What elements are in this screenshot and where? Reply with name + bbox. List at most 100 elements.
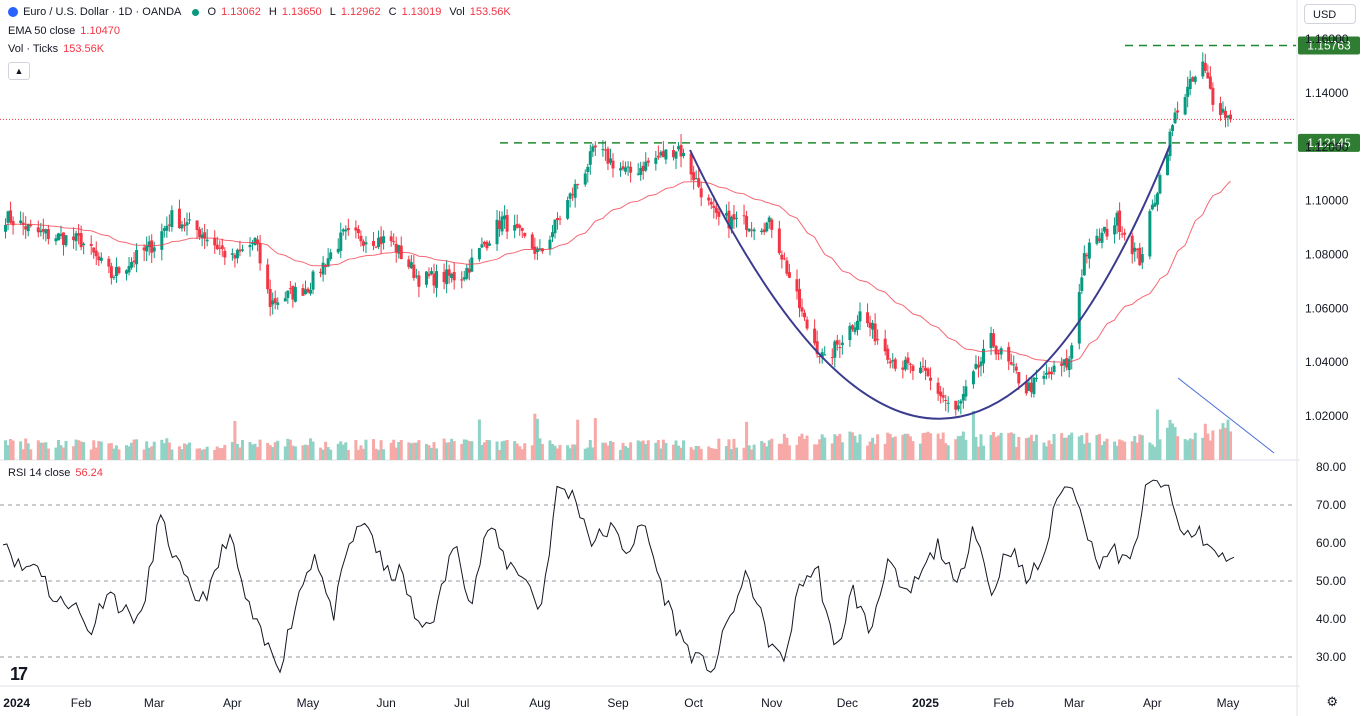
- candle-body: [271, 300, 275, 305]
- volume-bar: [624, 446, 628, 460]
- volume-bar: [868, 441, 872, 460]
- volume-bar: [906, 433, 910, 460]
- volume-bar: [795, 444, 799, 460]
- settings-gear-icon[interactable]: ⚙: [1326, 694, 1338, 709]
- candle-body: [72, 236, 76, 241]
- candle-body: [982, 348, 986, 364]
- candle-body: [336, 248, 340, 253]
- volume-bar: [1191, 439, 1195, 460]
- candle-body: [447, 269, 451, 276]
- chevron-up-icon: ▲: [14, 66, 24, 76]
- volume-bar: [54, 447, 58, 460]
- candle-body: [341, 229, 345, 232]
- volume-bar: [394, 447, 398, 460]
- rsi-legend[interactable]: RSI 14 close 56.24: [8, 464, 108, 482]
- candle-body: [1183, 97, 1187, 115]
- volume-bar: [500, 441, 504, 460]
- symbol-title[interactable]: Euro / U.S. Dollar · 1D · OANDA: [23, 6, 182, 18]
- candle-body: [1007, 346, 1011, 362]
- volume-bar: [956, 436, 960, 460]
- candle-body: [359, 235, 363, 242]
- time-axis[interactable]: 2024 Feb Mar Apr May Jun Jul Aug Sep Oct Nov Dec 202…: [3, 696, 1239, 710]
- candle-body: [974, 363, 978, 369]
- candle-body: [145, 245, 149, 252]
- ema-legend[interactable]: EMA 50 close 1.10470: [8, 22, 125, 40]
- candle-body: [611, 160, 615, 169]
- candle-body: [959, 400, 963, 404]
- time-tick-label: Jun: [376, 696, 395, 710]
- volume-bar: [213, 449, 217, 460]
- volume-bar: [659, 448, 663, 460]
- candle-body: [989, 332, 993, 349]
- volume-bar: [1052, 433, 1056, 460]
- candle-body: [694, 178, 698, 180]
- volume-bar: [11, 440, 15, 460]
- volume-trendline[interactable]: [1177, 377, 1275, 454]
- volume-bar: [876, 434, 880, 460]
- tradingview-logo: 17: [10, 664, 28, 684]
- volume-bar: [293, 446, 297, 460]
- low-label: L: [329, 6, 336, 18]
- volume-bar: [240, 440, 244, 460]
- volume-bar: [339, 441, 343, 460]
- volume-bar: [233, 420, 237, 460]
- volume-bar: [1120, 440, 1124, 460]
- volume-bar: [372, 439, 376, 460]
- volume-bar: [654, 442, 658, 460]
- volume-bar: [94, 447, 98, 460]
- candle-body: [556, 218, 560, 221]
- volume-bar: [185, 444, 189, 460]
- candle-body: [1186, 86, 1190, 97]
- volume-bar: [1221, 423, 1225, 460]
- candle-body: [39, 230, 43, 233]
- ticks-value: 153.56K: [63, 43, 105, 55]
- candle-body: [215, 244, 219, 250]
- price-tick-label: 1.08000: [1305, 248, 1349, 262]
- currency-selector[interactable]: USD: [1304, 4, 1356, 24]
- volume-bar: [92, 440, 96, 460]
- volume-legend[interactable]: Vol · Ticks 153.56K: [8, 40, 109, 58]
- volume-bar: [1155, 409, 1159, 460]
- candle-body: [150, 240, 154, 253]
- candle-body: [1034, 377, 1038, 380]
- candle-body: [787, 272, 791, 278]
- rsi-axis[interactable]: 80.00 70.00 60.00 50.00 40.00 30.00: [1316, 460, 1346, 664]
- volume-bar: [765, 446, 769, 460]
- candle-body: [1223, 110, 1227, 119]
- volume-bar: [356, 449, 360, 460]
- candle-body: [248, 244, 252, 248]
- candle-body: [954, 400, 958, 410]
- volume-bar: [1148, 442, 1152, 460]
- volume-bar: [939, 439, 943, 460]
- candle-body: [505, 215, 509, 232]
- candle-body: [1024, 382, 1028, 394]
- ema-label: EMA 50 close: [8, 25, 76, 37]
- candle-body: [450, 273, 454, 279]
- volume-bar: [835, 435, 839, 460]
- volume-bar: [777, 443, 781, 460]
- volume-bar: [548, 440, 552, 460]
- candle-body: [77, 233, 81, 236]
- price-axis[interactable]: 1.16000 1.14000 1.12000 1.10000 1.08000 1.060…: [1305, 32, 1349, 423]
- candle-body: [1115, 212, 1119, 226]
- candle-body: [142, 247, 146, 251]
- candle-body: [1168, 131, 1172, 157]
- volume-bar: [908, 436, 912, 460]
- volume-bar: [273, 442, 277, 460]
- collapse-legend-button[interactable]: ▲: [8, 62, 30, 80]
- volume-bar: [979, 434, 983, 460]
- candle-body: [372, 240, 376, 246]
- candle-body: [82, 243, 86, 246]
- candle-body: [1032, 377, 1036, 395]
- candle-body: [1042, 375, 1046, 379]
- volume-bar: [480, 444, 484, 460]
- volume-bar: [785, 437, 789, 460]
- candle-body: [838, 347, 842, 349]
- candle-body: [608, 158, 612, 163]
- candle-body: [309, 289, 313, 294]
- volume-bar: [1135, 442, 1139, 460]
- candle-body: [364, 242, 368, 245]
- rounded-bottom-curve[interactable]: [689, 144, 1171, 420]
- candle-body: [429, 271, 433, 275]
